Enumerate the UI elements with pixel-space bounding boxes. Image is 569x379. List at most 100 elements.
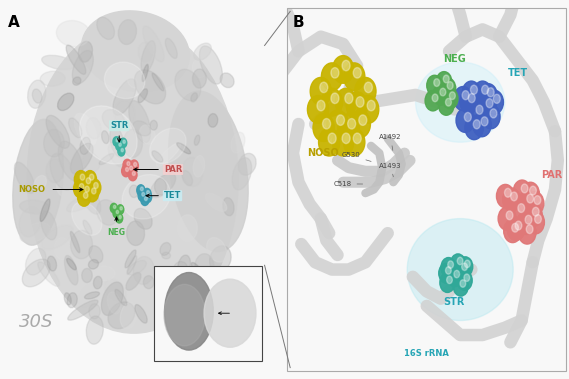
Circle shape	[357, 96, 379, 123]
Ellipse shape	[168, 91, 248, 252]
Ellipse shape	[42, 55, 75, 70]
Ellipse shape	[220, 73, 234, 88]
Ellipse shape	[175, 69, 201, 101]
Ellipse shape	[231, 132, 245, 153]
Ellipse shape	[205, 193, 227, 211]
Text: B: B	[293, 15, 304, 30]
Ellipse shape	[114, 100, 135, 128]
Circle shape	[86, 185, 98, 202]
Circle shape	[147, 191, 150, 194]
Circle shape	[517, 211, 535, 235]
Circle shape	[113, 205, 116, 208]
Circle shape	[522, 182, 539, 205]
Ellipse shape	[19, 207, 41, 237]
Bar	[154, 266, 262, 360]
Ellipse shape	[102, 110, 125, 131]
Circle shape	[456, 108, 475, 132]
Circle shape	[123, 140, 125, 143]
Ellipse shape	[113, 79, 136, 115]
Circle shape	[455, 260, 470, 279]
Circle shape	[335, 88, 357, 116]
Ellipse shape	[133, 121, 151, 136]
Circle shape	[123, 159, 131, 171]
Ellipse shape	[46, 159, 64, 183]
Ellipse shape	[101, 282, 123, 315]
Ellipse shape	[99, 153, 114, 164]
Circle shape	[80, 174, 93, 192]
Circle shape	[490, 109, 497, 118]
Circle shape	[451, 254, 465, 274]
Ellipse shape	[26, 248, 46, 275]
Circle shape	[450, 92, 455, 100]
Ellipse shape	[138, 42, 152, 61]
Ellipse shape	[81, 11, 189, 92]
Circle shape	[332, 128, 354, 156]
Circle shape	[446, 99, 451, 106]
Circle shape	[80, 174, 85, 180]
Circle shape	[530, 186, 537, 195]
Circle shape	[447, 276, 452, 283]
Circle shape	[127, 161, 130, 166]
Circle shape	[92, 188, 96, 194]
Circle shape	[448, 261, 453, 268]
Circle shape	[440, 78, 456, 99]
Circle shape	[457, 257, 473, 276]
Circle shape	[145, 197, 147, 200]
Ellipse shape	[141, 41, 155, 73]
Ellipse shape	[108, 292, 121, 314]
Circle shape	[534, 196, 541, 205]
Circle shape	[468, 94, 475, 103]
Ellipse shape	[83, 220, 92, 235]
Circle shape	[440, 88, 446, 96]
Circle shape	[331, 93, 339, 103]
Text: A: A	[9, 15, 20, 30]
Ellipse shape	[164, 284, 205, 346]
Ellipse shape	[201, 192, 226, 231]
Ellipse shape	[38, 262, 60, 286]
Circle shape	[118, 147, 125, 156]
Circle shape	[486, 99, 493, 108]
Ellipse shape	[152, 151, 163, 162]
Circle shape	[116, 139, 118, 142]
Text: STR: STR	[443, 297, 465, 307]
Ellipse shape	[188, 284, 208, 327]
Text: NEG: NEG	[108, 228, 126, 237]
Circle shape	[478, 94, 496, 119]
Circle shape	[436, 72, 452, 92]
Circle shape	[442, 88, 458, 109]
Ellipse shape	[150, 128, 186, 163]
Circle shape	[347, 92, 368, 120]
Circle shape	[356, 97, 364, 107]
Ellipse shape	[56, 179, 76, 199]
Circle shape	[138, 190, 146, 201]
Circle shape	[122, 165, 130, 177]
Text: 30S: 30S	[19, 313, 53, 331]
Ellipse shape	[71, 230, 92, 259]
Text: TET: TET	[164, 191, 181, 200]
Text: TET: TET	[508, 68, 527, 78]
Circle shape	[342, 133, 350, 144]
Ellipse shape	[68, 300, 98, 320]
Ellipse shape	[40, 199, 50, 221]
Circle shape	[515, 221, 522, 230]
Ellipse shape	[135, 305, 147, 323]
Ellipse shape	[195, 135, 200, 145]
Ellipse shape	[80, 106, 137, 164]
Circle shape	[147, 194, 150, 198]
Ellipse shape	[118, 20, 137, 44]
Ellipse shape	[123, 129, 142, 157]
Circle shape	[507, 217, 525, 240]
Circle shape	[510, 192, 517, 201]
Ellipse shape	[102, 131, 109, 144]
Ellipse shape	[178, 215, 197, 241]
Circle shape	[116, 213, 123, 223]
Ellipse shape	[191, 263, 203, 277]
Ellipse shape	[139, 125, 155, 144]
Circle shape	[94, 182, 98, 189]
Circle shape	[479, 84, 497, 108]
Circle shape	[527, 194, 534, 203]
Ellipse shape	[40, 71, 65, 86]
Ellipse shape	[13, 119, 64, 245]
Circle shape	[453, 276, 468, 296]
Text: A1493: A1493	[380, 163, 402, 177]
